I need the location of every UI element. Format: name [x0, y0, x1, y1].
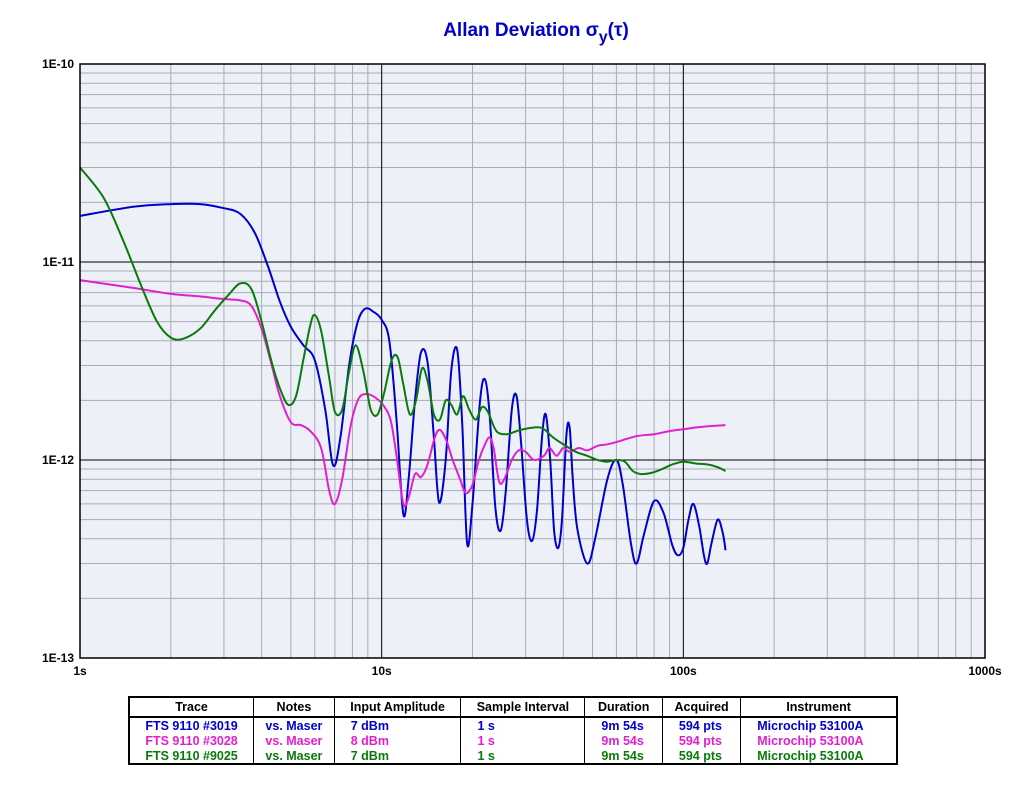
- y-tick-label: 1E-12: [42, 453, 74, 467]
- cell-trace: FTS 9110 #9025: [128, 748, 255, 764]
- x-tick-label: 10s: [372, 664, 392, 678]
- cell-duration: 9m 54s: [584, 733, 663, 748]
- cell-instrument: Microchip 53100A: [740, 717, 898, 733]
- header-acquired: Acquired: [661, 696, 742, 718]
- cell-acquired: 594 pts: [661, 748, 742, 764]
- allan-deviation-chart: Allan Deviation σy(τ) 1s 10s 100s 1000s 1E-…: [42, 20, 1002, 678]
- cell-trace: FTS 9110 #3028: [128, 733, 255, 748]
- x-tick-label: 100s: [670, 664, 697, 678]
- cell-duration: 9m 54s: [584, 748, 663, 764]
- cell-input-amplitude: 7 dBm: [333, 717, 462, 733]
- y-axis-tick-labels: 1E-10 1E-11 1E-12 1E-13: [42, 57, 74, 665]
- cell-input-amplitude: 7 dBm: [333, 748, 462, 764]
- header-trace: Trace: [128, 696, 255, 718]
- cell-input-amplitude: 8 dBm: [333, 733, 462, 748]
- cell-sample-interval: 1 s: [460, 733, 586, 748]
- cell-acquired: 594 pts: [661, 717, 742, 733]
- header-instrument: Instrument: [740, 696, 898, 718]
- y-tick-label: 1E-13: [42, 651, 74, 665]
- cell-notes: vs. Maser: [253, 717, 335, 733]
- series-line-3: [79, 166, 726, 476]
- series-line-1: [79, 202, 727, 566]
- chart-title: Allan Deviation σy(τ): [443, 20, 629, 46]
- header-sample-interval: Sample Interval: [460, 696, 586, 718]
- y-tick-label: 1E-11: [43, 255, 75, 269]
- x-tick-label: 1s: [73, 664, 87, 678]
- header-duration: Duration: [584, 696, 663, 718]
- header-notes: Notes: [253, 696, 335, 718]
- cell-duration: 9m 54s: [584, 717, 663, 733]
- cell-instrument: Microchip 53100A: [740, 733, 898, 748]
- table-row: FTS 9110 #3019 vs. Maser 7 dBm 1 s 9m 54…: [128, 717, 898, 733]
- cell-instrument: Microchip 53100A: [740, 748, 898, 764]
- cell-sample-interval: 1 s: [460, 717, 586, 733]
- header-input-amplitude: Input Amplitude: [333, 696, 462, 718]
- x-tick-label: 1000s: [968, 664, 1002, 678]
- plot-frame: [79, 63, 986, 659]
- cell-trace: FTS 9110 #3019: [128, 717, 255, 733]
- cell-notes: vs. Maser: [253, 748, 335, 764]
- series-layer: [79, 166, 727, 566]
- cell-sample-interval: 1 s: [460, 748, 586, 764]
- x-axis-tick-labels: 1s 10s 100s 1000s: [73, 664, 1002, 678]
- cell-acquired: 594 pts: [661, 733, 742, 748]
- table-row: FTS 9110 #3028 vs. Maser 8 dBm 1 s 9m 54…: [128, 733, 898, 748]
- y-tick-label: 1E-10: [42, 57, 74, 71]
- trace-info-table: Trace Notes Input Amplitude Sample Inter…: [128, 696, 898, 765]
- table-header-row: Trace Notes Input Amplitude Sample Inter…: [128, 696, 898, 718]
- table-row: FTS 9110 #9025 vs. Maser 7 dBm 1 s 9m 54…: [128, 748, 898, 764]
- plot-area: [80, 64, 985, 658]
- cell-notes: vs. Maser: [253, 733, 335, 748]
- grid-minor: [80, 64, 985, 658]
- series-line-2: [79, 279, 726, 508]
